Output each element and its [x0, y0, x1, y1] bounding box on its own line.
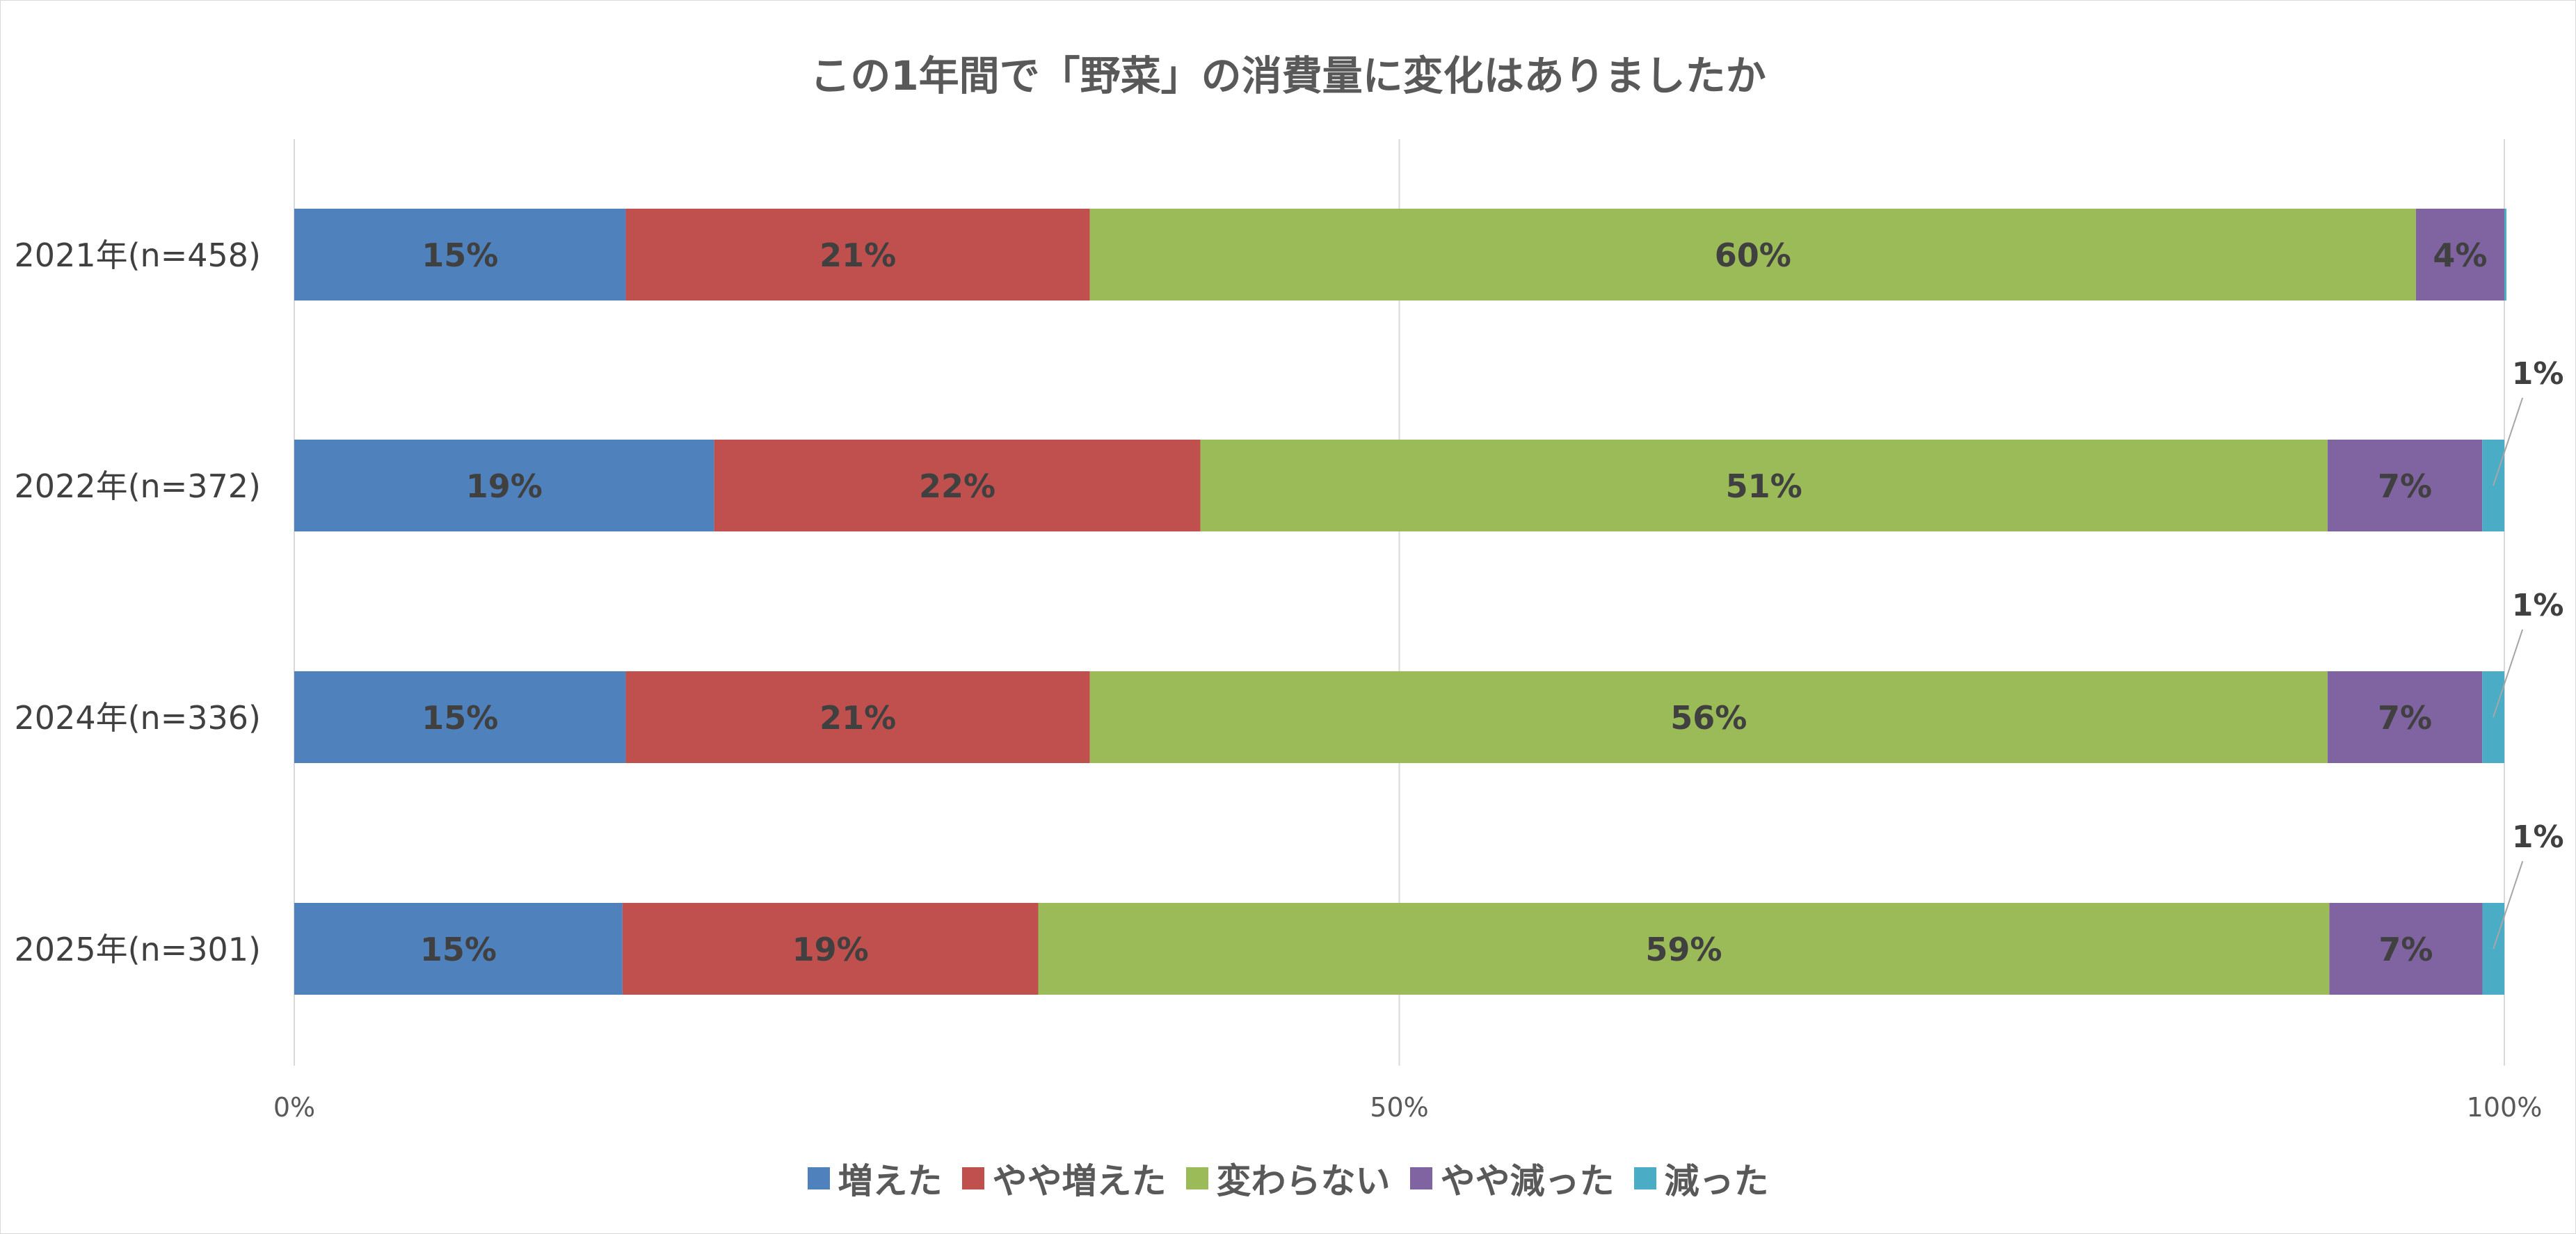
data-label: 1% [2512, 588, 2564, 623]
bar-segment [714, 440, 1201, 531]
legend-swatch [1409, 1167, 1432, 1189]
data-label: 1% [2512, 819, 2564, 855]
legend-label: やや増えた [992, 1161, 1167, 1201]
bar-segment [622, 903, 1039, 995]
leader-line [2493, 860, 2524, 949]
bar-segment [1200, 440, 2328, 531]
data-label: 22% [919, 467, 995, 505]
legend-swatch [1633, 1167, 1656, 1189]
data-label: 15% [422, 699, 498, 737]
category-label: 2021年(n=458) [15, 237, 261, 274]
bar-segment [2327, 671, 2483, 763]
data-label: 4% [2433, 237, 2487, 274]
data-label: 51% [1726, 467, 1802, 505]
legend-swatch [1185, 1167, 1208, 1189]
data-label: 59% [1645, 931, 1722, 968]
bar-segment [2415, 209, 2504, 301]
category-label: 2025年(n=301) [15, 931, 261, 968]
x-tick-label: 0% [273, 1092, 315, 1123]
data-label: 21% [819, 699, 896, 737]
bar-segment [2329, 903, 2483, 995]
bar-segment [1089, 209, 2416, 301]
data-label: 19% [792, 931, 869, 968]
category-label: 2022年(n=372) [15, 467, 261, 505]
data-label: 21% [819, 237, 896, 274]
data-label: 7% [2378, 467, 2432, 505]
data-label: 19% [466, 467, 543, 505]
chart-legend: 増えた やや増えた 変わらない やや減った 減った [0, 1153, 2576, 1203]
legend-label: やや減った [1440, 1161, 1615, 1201]
legend-label: 変わらない [1216, 1161, 1391, 1201]
legend-item: やや減った [1409, 1153, 1615, 1203]
chart-title: この1年間で「野菜」の消費量に変化はありましたか [810, 52, 1766, 99]
data-label: 56% [1670, 699, 1747, 737]
bar-segment [294, 903, 623, 995]
data-label: 1% [2512, 356, 2564, 392]
legend-swatch [807, 1167, 830, 1189]
data-label: 60% [1715, 237, 1791, 274]
data-label: 15% [420, 931, 497, 968]
legend-item: 減った [1633, 1153, 1769, 1203]
category-label: 2024年(n=336) [15, 699, 261, 737]
data-label: 15% [422, 237, 498, 274]
x-tick-label: 100% [2467, 1092, 2543, 1123]
data-label: 7% [2378, 699, 2432, 737]
leader-line [2493, 629, 2524, 718]
bar-segment [2504, 209, 2506, 301]
x-tick-label: 50% [1370, 1092, 1428, 1123]
bar-segment [1089, 671, 2328, 763]
legend-item: 変わらない [1185, 1153, 1391, 1203]
bar-segment [625, 671, 1090, 763]
bar-segment [294, 440, 714, 531]
bar-segment [625, 209, 1090, 301]
legend-item: 増えた [807, 1153, 943, 1203]
leader-line [2493, 397, 2524, 486]
bar-segment [1038, 903, 2330, 995]
bar-segment [2327, 440, 2483, 531]
legend-label: 増えた [838, 1161, 943, 1201]
bar-segment [294, 671, 626, 763]
data-label: 7% [2378, 931, 2433, 968]
legend-swatch [961, 1167, 984, 1189]
legend-label: 減った [1664, 1161, 1769, 1201]
bar-segment [294, 209, 626, 301]
legend-item: やや増えた [961, 1153, 1167, 1203]
